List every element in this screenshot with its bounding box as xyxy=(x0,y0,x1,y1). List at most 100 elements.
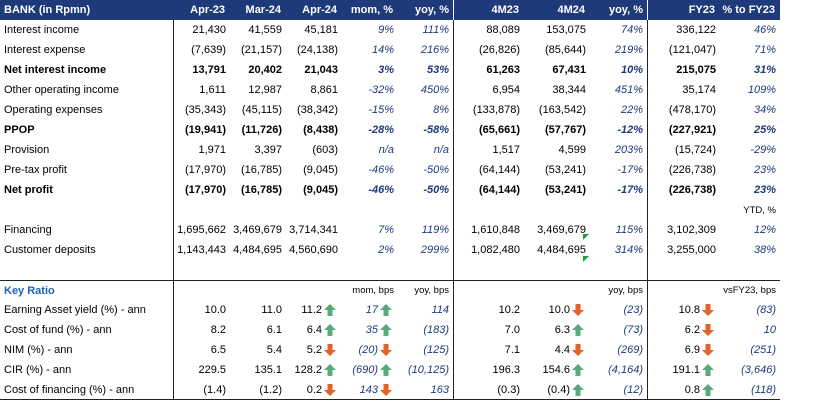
row-value: 4,599 xyxy=(558,144,586,156)
row-value: 3% xyxy=(378,64,394,76)
row-value: 61,263 xyxy=(486,64,520,76)
arrow-up-icon xyxy=(324,324,336,336)
arrow-up-icon xyxy=(324,364,336,376)
row-value: 3,102,309 xyxy=(667,224,716,236)
row-label: Interest income xyxy=(0,20,174,40)
ratio-value: 6.3 xyxy=(524,320,590,340)
ratio-value-text: 5.2 xyxy=(306,344,322,356)
row-value: 10% xyxy=(590,60,648,80)
row-value: -32% xyxy=(368,84,394,96)
row-value: -50% xyxy=(398,180,454,200)
row-value: 45,181 xyxy=(304,24,338,36)
column-header: FY23 xyxy=(648,0,720,20)
ratio-value: 7.1 xyxy=(504,344,520,356)
row-value: 314% xyxy=(590,240,648,260)
table-title: BANK (in Rpmn) xyxy=(0,0,174,20)
ratio-vs: (251) xyxy=(750,344,776,356)
row-value: 22% xyxy=(590,100,648,120)
row-value: 3,714,341 xyxy=(289,224,338,236)
ratio-yoy2: (269) xyxy=(590,340,648,360)
ratio-yoy2: (73) xyxy=(590,320,648,340)
row-value: 20,402 xyxy=(248,64,282,76)
ratio-value: 10.8 xyxy=(648,300,720,320)
empty-cell xyxy=(720,260,780,280)
arrow-up-icon xyxy=(380,304,392,316)
ratio-vs: (118) xyxy=(720,380,780,400)
column-header: % to FY23 xyxy=(720,0,780,20)
ratio-value: 0.8 xyxy=(648,380,720,400)
row-value: 4,560,690 xyxy=(289,244,338,256)
row-value: 74% xyxy=(590,20,648,40)
row-value: (11,726) xyxy=(241,124,282,136)
ratio-value: 135.1 xyxy=(254,364,282,376)
empty-cell xyxy=(398,200,454,220)
row-value: (53,241) xyxy=(545,164,586,176)
row-value: -17% xyxy=(590,160,648,180)
row-value: n/a xyxy=(398,140,454,160)
ratio-yoy: (10,125) xyxy=(398,360,454,380)
row-label: Operating expenses xyxy=(0,100,174,120)
arrow-up-icon xyxy=(572,324,584,336)
arrow-up-icon xyxy=(572,364,584,376)
row-value: 53% xyxy=(398,60,454,80)
row-value: 23% xyxy=(753,164,776,176)
row-value: 34% xyxy=(753,104,776,116)
ratio-mom: 17 xyxy=(342,300,398,320)
row-value: (53,241) xyxy=(545,184,586,196)
ratio-value-text: 10.8 xyxy=(678,304,700,316)
row-value: 1,971 xyxy=(198,144,226,156)
row-label: Interest expense xyxy=(0,40,174,60)
row-value: 25% xyxy=(753,124,776,136)
column-header: 4M23 xyxy=(454,0,524,20)
ratio-mom: 35 xyxy=(342,320,398,340)
arrow-up-icon xyxy=(380,324,392,336)
ratio-value: 8.2 xyxy=(210,324,226,336)
ratio-mom-text: (690) xyxy=(352,364,378,376)
key-ratio-header xyxy=(524,280,590,300)
row-value: (9,045) xyxy=(303,184,338,196)
row-value: 203% xyxy=(590,140,648,160)
ratio-value-text: 0.8 xyxy=(684,383,700,396)
ratio-value: 5.2 xyxy=(286,340,342,360)
row-value: (45,115) xyxy=(241,104,282,116)
empty-cell xyxy=(174,260,230,280)
row-value: (64,144) xyxy=(479,184,520,196)
ratio-vs: (3,646) xyxy=(741,364,776,376)
empty-cell xyxy=(648,260,720,280)
row-value: n/a xyxy=(378,144,394,156)
ratio-mom-text: 143 xyxy=(359,383,378,396)
arrow-down-icon xyxy=(324,383,336,396)
arrow-up-icon xyxy=(572,383,584,396)
ratio-value-text: 154.6 xyxy=(542,364,570,376)
column-header: mom, % xyxy=(342,0,398,20)
row-label: Provision xyxy=(0,140,174,160)
ratio-value-text: 6.3 xyxy=(554,324,570,336)
key-ratio-header xyxy=(230,280,286,300)
row-value: 3,469,679 xyxy=(537,224,586,236)
ratio-value: (1.2) xyxy=(230,380,286,400)
row-value: 23% xyxy=(753,184,776,196)
row-value: 35,174 xyxy=(682,84,716,96)
row-value: 1,082,480 xyxy=(471,244,520,256)
row-value: 41,559 xyxy=(248,24,282,36)
empty-cell xyxy=(342,200,398,220)
ratio-value: 128.2 xyxy=(286,360,342,380)
ratio-yoy2: (12) xyxy=(590,380,648,400)
ratio-label: CIR (%) - ann xyxy=(0,360,174,380)
row-value: (16,785) xyxy=(241,164,282,176)
ratio-mom-text: (20) xyxy=(358,344,378,356)
row-value: 6,954 xyxy=(492,84,520,96)
row-value: 12% xyxy=(753,224,776,236)
row-value: 111% xyxy=(398,20,454,40)
key-ratio-title: Key Ratio xyxy=(0,280,174,300)
empty-cell xyxy=(648,200,720,220)
row-label: PPOP xyxy=(0,120,174,140)
ratio-value: 10.0 xyxy=(204,304,226,316)
ratio-value: 5.4 xyxy=(266,344,282,356)
empty-cell xyxy=(524,200,590,220)
row-label: Net profit xyxy=(0,180,174,200)
ratio-value: 191.1 xyxy=(648,360,720,380)
key-ratio-header: vsFY23, bps xyxy=(720,280,780,300)
key-ratio-header xyxy=(174,280,230,300)
